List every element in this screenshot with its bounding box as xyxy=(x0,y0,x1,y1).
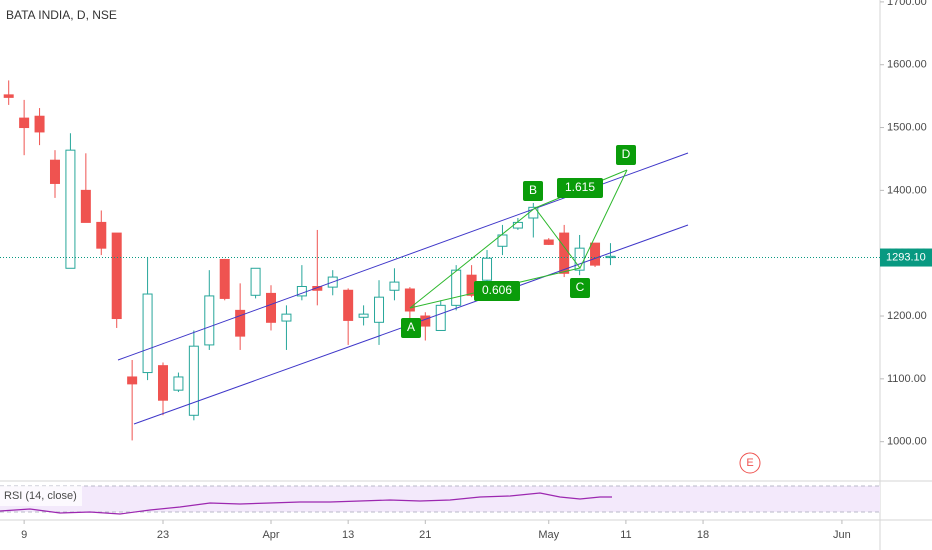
candle-body xyxy=(173,376,184,391)
ratio-box xyxy=(474,281,520,301)
candle-body xyxy=(420,315,431,327)
pattern-labels: A B C D 0.606 1.615 xyxy=(401,145,636,338)
candle-body xyxy=(142,293,153,374)
candle-body xyxy=(605,255,616,259)
candle-body xyxy=(281,313,292,322)
candle-body xyxy=(19,117,30,129)
rsi-line xyxy=(0,492,612,515)
candle-body xyxy=(343,289,354,321)
x-tick-label: 23 xyxy=(157,529,169,541)
candle-body xyxy=(204,295,215,346)
chart-title: BATA INDIA, D, NSE xyxy=(6,8,117,22)
candle-body xyxy=(312,285,323,291)
candle-body xyxy=(158,365,168,401)
candle-body xyxy=(65,149,76,269)
candle-body xyxy=(482,257,493,281)
candle-body xyxy=(374,296,385,323)
y-tick-label: 1600.00 xyxy=(887,59,927,71)
x-tick-label: 13 xyxy=(342,529,354,541)
candle-body xyxy=(188,345,199,416)
point-label: D xyxy=(622,147,631,161)
point-label: B xyxy=(529,183,537,197)
x-tick-label: 18 xyxy=(697,529,709,541)
label-box xyxy=(616,145,636,165)
last-price-box xyxy=(880,248,932,267)
y-tick-label: 1000.00 xyxy=(887,436,927,448)
rsi-title: RSI (14, close) xyxy=(4,490,77,502)
x-tick-label: Jun xyxy=(833,529,851,541)
candle-body xyxy=(3,94,14,98)
label-box xyxy=(570,278,590,298)
candle-body xyxy=(266,292,277,323)
label-box xyxy=(401,318,421,338)
candle-body xyxy=(80,189,91,223)
pattern-legs xyxy=(409,169,628,309)
rsi-title-bg xyxy=(0,486,82,506)
rsi-band xyxy=(0,486,880,512)
candle-body xyxy=(543,239,554,245)
candle-body xyxy=(235,309,246,337)
event-marker-label: E xyxy=(746,457,753,469)
candle-body xyxy=(389,281,400,291)
point-label: A xyxy=(407,320,415,334)
y-tick-label: 1700.00 xyxy=(887,0,927,8)
candle-body xyxy=(250,267,261,296)
y-tick-label: 1500.00 xyxy=(887,121,927,133)
last-price-label: 1293.10 xyxy=(886,251,926,263)
candle-body xyxy=(127,376,138,385)
event-marker[interactable] xyxy=(739,452,761,474)
candle-body xyxy=(96,221,107,249)
candle-body xyxy=(34,115,45,133)
candle-body xyxy=(435,304,446,331)
label-box xyxy=(523,181,543,201)
candle-body xyxy=(590,242,601,266)
y-tick-label: 1200.00 xyxy=(887,310,927,322)
x-tick-label: 21 xyxy=(419,529,431,541)
candle-body xyxy=(559,232,570,274)
candle-body xyxy=(404,288,415,312)
y-tick-label: 1400.00 xyxy=(887,184,927,196)
x-tick-label: 9 xyxy=(21,529,27,541)
candle-body xyxy=(512,221,523,229)
y-tick-label: 1100.00 xyxy=(887,373,926,385)
ratio-box xyxy=(557,178,603,198)
candle-body xyxy=(451,269,462,306)
candle-body xyxy=(111,232,122,320)
x-tick-label: May xyxy=(538,529,559,541)
candle-body xyxy=(219,258,230,299)
candle-body xyxy=(497,234,508,247)
candle-body xyxy=(358,313,369,318)
ratio-label: 0.606 xyxy=(482,283,512,297)
x-tick-label: 11 xyxy=(620,529,631,541)
x-tick-label: Apr xyxy=(262,529,279,541)
ratio-label: 1.615 xyxy=(565,180,595,194)
point-label: C xyxy=(576,280,585,294)
candle-body xyxy=(49,159,60,184)
